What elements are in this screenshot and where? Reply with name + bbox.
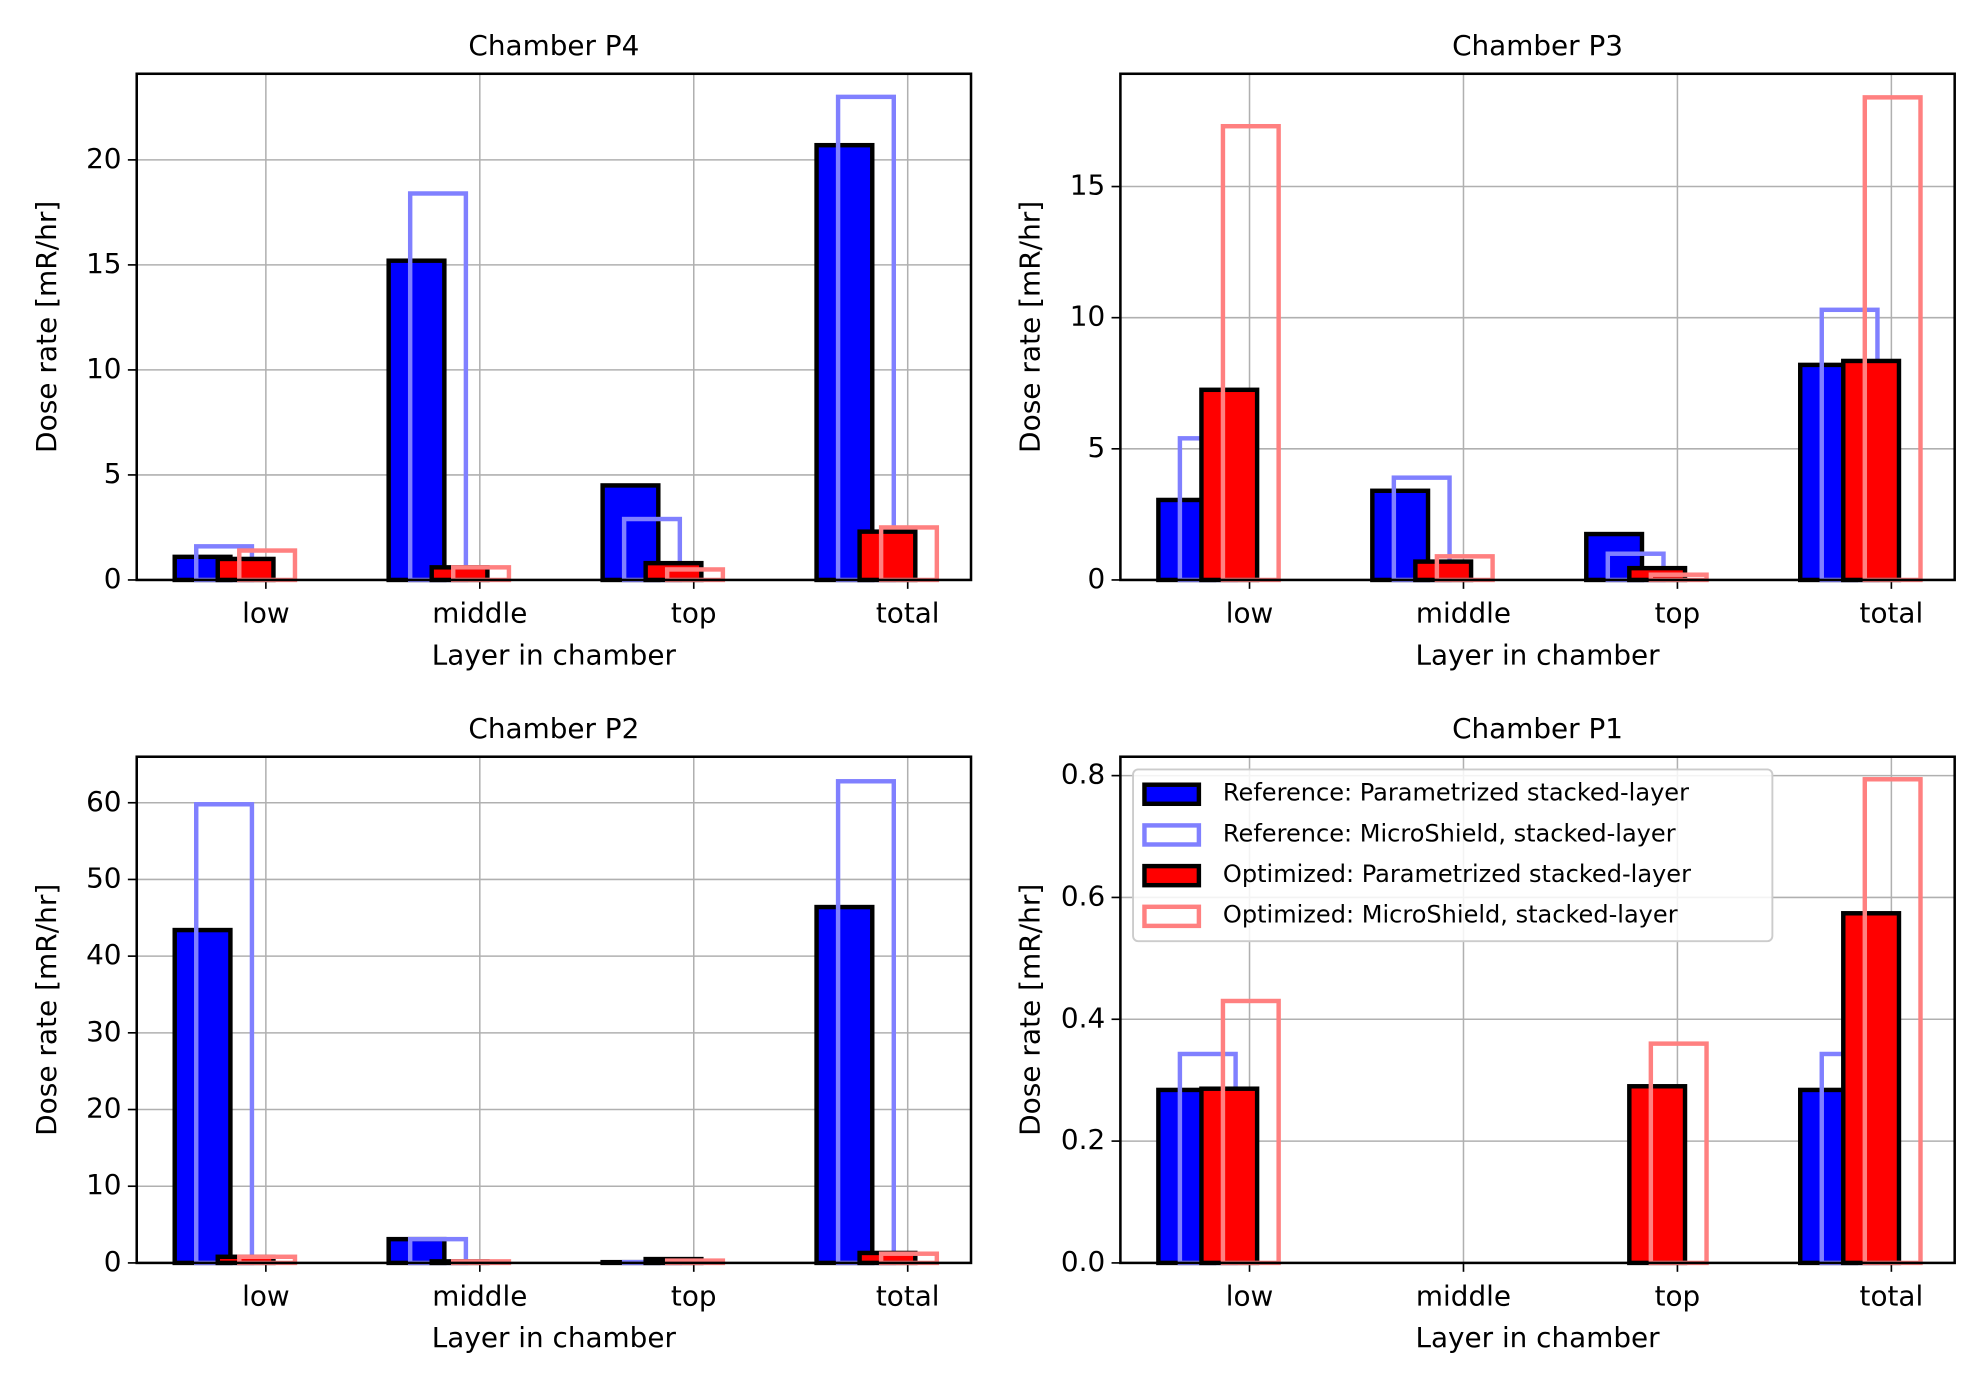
y-tick-label: 0.2 (1061, 1123, 1105, 1156)
legend: Reference: Parametrized stacked-layer Ref… (1132, 768, 1774, 943)
x-tick-label: total (876, 596, 940, 629)
legend-frame (1132, 768, 1774, 943)
y-tick-label: 0.6 (1061, 879, 1105, 912)
y-tick-label: 0.4 (1061, 1001, 1105, 1034)
x-tick-label: low (242, 596, 290, 629)
x-axis-label: Layer in chamber (432, 638, 677, 671)
bar (1199, 1086, 1260, 1266)
x-tick-label: middle (1416, 1279, 1511, 1312)
y-tick-label: 0 (104, 562, 122, 595)
chart-title: Chamber P4 (468, 29, 639, 62)
legend-label: Optimized: Parametrized stacked-layer (1223, 860, 1691, 888)
axes-frame (135, 755, 973, 1265)
x-tick-label: low (1226, 1279, 1274, 1312)
y-tick-label: 20 (86, 1091, 121, 1124)
y-tick-label: 5 (104, 457, 122, 490)
x-tick-label: low (1226, 596, 1274, 629)
bar (1841, 358, 1902, 583)
bar (215, 556, 276, 583)
y-tick-label: 40 (86, 938, 121, 971)
x-tick-label: top (1655, 596, 1701, 629)
y-tick-label: 0 (104, 1245, 122, 1278)
x-axis-label: Layer in chamber (1415, 638, 1660, 671)
x-tick-label: total (1860, 1279, 1924, 1312)
subplot: Chamber P4 Layer in chamber Dose rate [mR/… (30, 29, 973, 671)
legend-swatch (1142, 863, 1202, 888)
y-tick-label: 60 (86, 785, 121, 818)
x-tick-label: low (242, 1279, 290, 1312)
axes-frame (1119, 755, 1956, 1265)
x-tick-label: total (876, 1279, 940, 1312)
x-tick-label: top (1655, 1279, 1701, 1312)
y-axis-label: Dose rate [mR/hr] (1014, 884, 1047, 1136)
y-tick-label: 10 (86, 1168, 121, 1201)
legend-label: Optimized: MicroShield, stacked-layer (1223, 901, 1678, 929)
axes-frame (135, 72, 973, 582)
y-axis-label: Dose rate [mR/hr] (30, 201, 63, 453)
bar (857, 529, 918, 583)
y-tick-label: 30 (86, 1015, 121, 1048)
x-tick-label: middle (432, 596, 527, 629)
x-tick-label: total (1860, 596, 1924, 629)
chart-title: Chamber P3 (1452, 29, 1623, 62)
y-tick-label: 15 (1070, 169, 1105, 202)
bar (1627, 1084, 1688, 1266)
legend-swatch (1142, 823, 1202, 847)
bar (1199, 387, 1260, 583)
legend-label: Reference: Parametrized stacked-layer (1223, 779, 1689, 807)
chart-title: Chamber P1 (1452, 712, 1623, 745)
y-tick-label: 0 (1087, 562, 1105, 595)
y-tick-label: 15 (86, 247, 121, 280)
x-tick-label: top (671, 596, 717, 629)
chart-title: Chamber P2 (468, 712, 639, 745)
x-tick-label: middle (432, 1279, 527, 1312)
y-tick-label: 5 (1087, 431, 1105, 464)
y-axis-label: Dose rate [mR/hr] (30, 884, 63, 1136)
y-tick-label: 50 (86, 861, 121, 894)
bar (1841, 911, 1902, 1266)
legend-swatch (1142, 782, 1202, 807)
bar (172, 927, 233, 1266)
y-tick-label: 10 (86, 352, 121, 385)
y-tick-label: 0.8 (1061, 758, 1105, 791)
x-axis-label: Layer in chamber (1415, 1321, 1660, 1354)
legend-label: Reference: MicroShield, stacked-layer (1223, 819, 1676, 847)
x-axis-label: Layer in chamber (432, 1321, 677, 1354)
bar (814, 904, 875, 1266)
subplot: Chamber P3 Layer in chamber Dose rate [mR/… (1014, 29, 1956, 671)
bar (814, 142, 875, 583)
y-tick-label: 20 (86, 142, 121, 175)
subplot: Chamber P2 Layer in chamber Dose rate [mR/… (30, 712, 973, 1354)
x-tick-label: middle (1416, 596, 1511, 629)
x-tick-label: top (671, 1279, 717, 1312)
y-axis-label: Dose rate [mR/hr] (1014, 201, 1047, 453)
bar (386, 258, 447, 583)
y-tick-label: 0.0 (1061, 1245, 1105, 1278)
y-tick-label: 10 (1070, 300, 1105, 333)
axes-frame (1119, 72, 1956, 582)
legend-swatch (1142, 904, 1202, 929)
subplot: Chamber P1 Layer in chamber Dose rate [mR/… (1014, 712, 1956, 1354)
bar (1413, 559, 1474, 583)
